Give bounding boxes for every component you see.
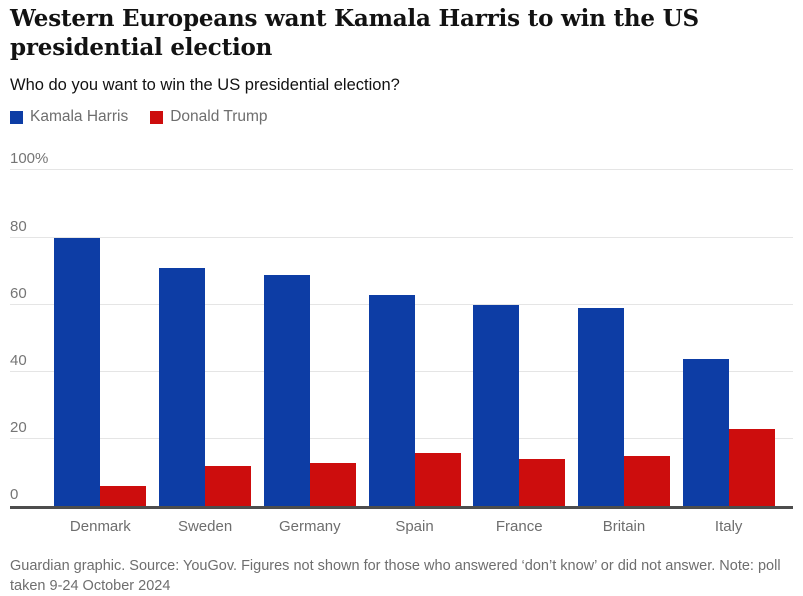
x-axis-line — [10, 506, 793, 510]
bar-group-sweden — [153, 267, 258, 507]
bar-sweden-kamala-harris — [159, 267, 206, 507]
y-tick-label-80: 80 — [10, 217, 27, 235]
bar-group-germany — [257, 274, 362, 507]
gridline-80 — [10, 236, 793, 238]
chart-subtitle: Who do you want to win the US presidenti… — [10, 76, 400, 95]
x-label-sweden: Sweden — [177, 518, 233, 536]
bar-britain-kamala-harris — [577, 308, 624, 507]
y-tick-label-100: 100% — [10, 150, 49, 168]
bar-britain-donald-trump — [623, 456, 670, 507]
y-tick-label-0: 0 — [10, 486, 19, 504]
bar-group-france — [467, 304, 572, 507]
bar-group-italy — [676, 358, 781, 507]
bar-denmark-donald-trump — [100, 486, 147, 507]
bar-group-britain — [572, 308, 677, 507]
legend-item: Kamala Harris — [10, 108, 128, 126]
bars-container — [48, 170, 781, 507]
bar-germany-kamala-harris — [263, 274, 310, 507]
y-tick-label-20: 20 — [10, 419, 27, 437]
x-axis-labels: Denmark Sweden Germany Spain France Britain It… — [10, 518, 793, 535]
x-label-spain: Spain — [395, 518, 434, 536]
x-label-italy: Italy — [714, 518, 743, 536]
y-tick-label-40: 40 — [10, 352, 27, 370]
x-label-france: France — [495, 518, 543, 536]
bar-france-kamala-harris — [473, 304, 520, 507]
x-label-britain: Britain — [602, 518, 646, 536]
bar-italy-donald-trump — [728, 429, 775, 507]
legend-swatch-icon — [10, 110, 23, 124]
bar-denmark-kamala-harris — [54, 237, 101, 507]
source-note: Guardian graphic. Source: YouGov. Figure… — [10, 558, 781, 594]
legend-label: Donald Trump — [170, 108, 268, 126]
bar-group-spain — [362, 294, 467, 507]
plot-area: 0 20 40 60 80 100% — [10, 150, 793, 510]
bar-germany-donald-trump — [309, 462, 356, 507]
bar-france-donald-trump — [519, 459, 566, 507]
bar-sweden-donald-trump — [205, 466, 252, 507]
chart-legend: Kamala Harris Donald Trump — [10, 108, 793, 126]
x-label-denmark: Denmark — [69, 518, 131, 536]
chart-title: Western Europeans want Kamala Harris to … — [10, 5, 699, 62]
x-label-germany: Germany — [278, 518, 341, 536]
bar-group-denmark — [48, 237, 153, 507]
gridline-100 — [10, 169, 793, 171]
bar-spain-donald-trump — [414, 452, 461, 507]
legend-item: Donald Trump — [150, 108, 268, 126]
bar-chart: 0 20 40 60 80 100% Denmark Sweden Germany Spain F… — [10, 150, 793, 535]
legend-label: Kamala Harris — [30, 108, 129, 126]
legend-swatch-icon — [150, 110, 164, 124]
bar-italy-kamala-harris — [682, 358, 729, 507]
y-tick-label-60: 60 — [10, 284, 27, 302]
bar-spain-kamala-harris — [368, 294, 415, 507]
